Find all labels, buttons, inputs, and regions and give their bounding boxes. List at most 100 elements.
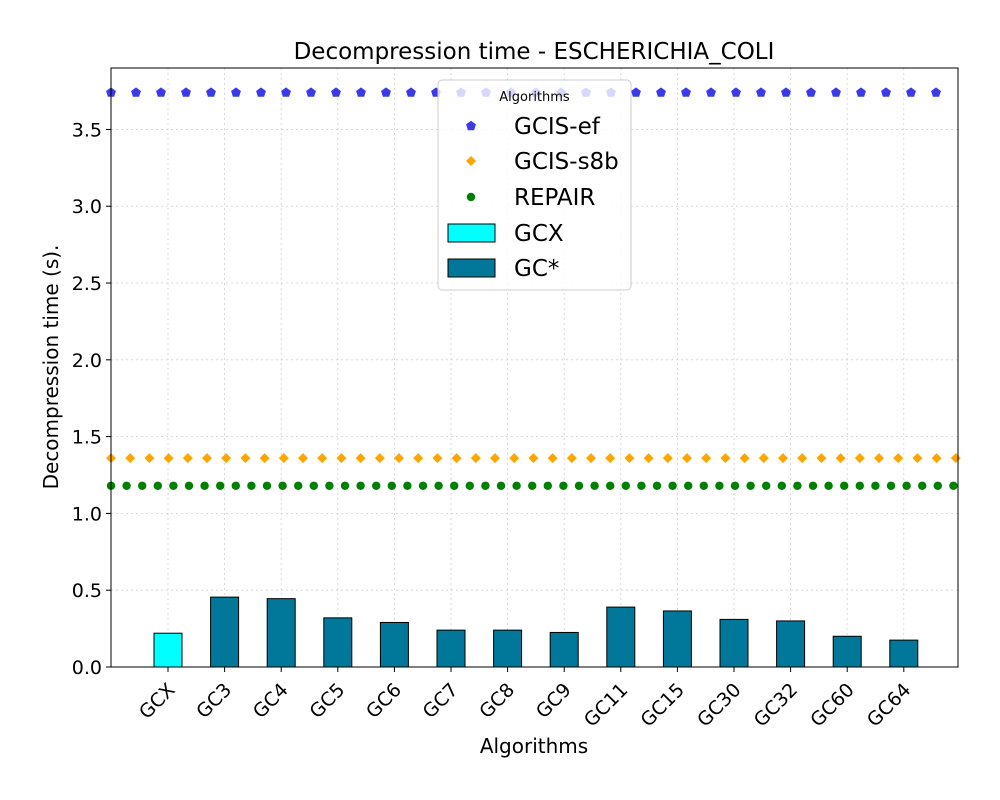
reference-marker — [240, 453, 251, 464]
legend-label: GCIS-ef — [514, 114, 601, 140]
reference-marker — [144, 453, 155, 464]
reference-marker — [881, 87, 891, 97]
reference-marker — [496, 481, 506, 490]
reference-marker — [278, 481, 287, 490]
reference-marker — [325, 481, 334, 490]
legend-label: GC* — [514, 256, 559, 282]
reference-marker — [381, 87, 391, 97]
reference-marker — [470, 453, 481, 464]
x-axis-title: Algorithms — [480, 734, 588, 758]
reference-marker — [434, 481, 443, 490]
legend-label: GCX — [514, 221, 564, 247]
reference-marker — [294, 481, 303, 490]
reference-marker — [559, 481, 568, 490]
reference-marker — [403, 481, 412, 490]
bars — [153, 596, 919, 668]
grid — [111, 68, 958, 668]
y-tick-label: 2.0 — [72, 350, 102, 372]
legend-swatch — [447, 258, 496, 278]
reference-marker — [432, 453, 443, 464]
reference-marker — [256, 87, 266, 97]
reference-marker — [652, 481, 662, 490]
reference-marker — [202, 453, 212, 464]
reference-marker — [450, 481, 459, 490]
reference-marker — [854, 453, 865, 464]
x-axis: GCX GC3 GC4 GC5 GC6 GC7 GC8 GC9 GC11 GC15 GC30 GC32… — [135, 667, 915, 731]
reference-marker — [490, 453, 500, 464]
reference-marker — [806, 87, 816, 97]
reference-marker — [231, 87, 241, 97]
reference-marker — [681, 87, 691, 97]
x-tick-label: GC60 — [806, 679, 858, 731]
reference-marker — [547, 453, 558, 464]
reference-marker — [387, 481, 396, 490]
legend-label: REPAIR — [514, 185, 595, 211]
y-tick-label: 2.5 — [72, 273, 102, 295]
reference-marker — [481, 481, 490, 490]
reference-marker — [643, 453, 654, 464]
x-tick-label: GC15 — [636, 679, 688, 731]
x-tick-label: GC6 — [362, 679, 406, 723]
reference-marker — [758, 453, 769, 464]
reference-marker — [182, 453, 193, 464]
reference-marker — [406, 87, 416, 97]
reference-marker — [259, 453, 270, 464]
x-tick-label: GC4 — [249, 679, 293, 723]
bar-gc6 — [379, 621, 409, 668]
legend-label: GCIS-s8b — [514, 149, 619, 175]
legend-marker — [466, 156, 476, 166]
reference-marker — [340, 481, 350, 490]
reference-marker — [138, 481, 147, 490]
reference-marker — [374, 453, 385, 464]
y-tick-label: 3.5 — [72, 119, 102, 141]
bar-gc4 — [266, 598, 296, 668]
reference-marker — [131, 87, 141, 97]
reference-marker — [662, 453, 673, 464]
reference-marker — [163, 453, 174, 464]
x-tick-label: GC5 — [305, 679, 349, 723]
reference-marker — [231, 481, 240, 490]
reference-marker — [656, 87, 666, 97]
reference-marker — [372, 481, 381, 490]
x-tick-label: GC32 — [750, 679, 802, 731]
reference-marker — [637, 481, 646, 490]
x-tick-label: GC30 — [693, 679, 745, 731]
reference-marker — [931, 87, 941, 97]
reference-marker — [181, 87, 191, 97]
chart-title: Decompression time - ESCHERICHIA_COLI — [294, 39, 775, 65]
reference-marker — [778, 453, 788, 464]
bar-gc8 — [493, 629, 523, 668]
reference-marker — [871, 481, 880, 490]
reference-marker — [306, 87, 316, 97]
reference-marker — [797, 453, 808, 464]
reference-marker — [605, 453, 616, 464]
reference-marker — [902, 481, 911, 490]
reference-marker — [816, 453, 827, 464]
bar-gc15 — [662, 610, 692, 668]
reference-marker — [512, 481, 521, 490]
reference-marker — [394, 453, 404, 464]
reference-marker — [682, 453, 692, 464]
legend: Algorithms GCIS-ef GCIS-s8b REPAIR GCX GC* — [437, 79, 632, 291]
reference-marker — [586, 453, 596, 464]
reference-marker — [509, 453, 520, 464]
reference-marker — [356, 87, 366, 97]
reference-line-repair — [106, 481, 958, 490]
legend-item-gcis-ef: GCIS-ef — [466, 114, 601, 140]
reference-marker — [206, 87, 216, 97]
y-axis-title: Decompression time (s). — [39, 245, 63, 490]
reference-marker — [606, 481, 615, 490]
reference-marker — [684, 481, 693, 490]
x-tick-label: GC64 — [863, 679, 915, 731]
legend-item-repair: REPAIR — [466, 185, 595, 211]
reference-marker — [247, 481, 256, 490]
x-tick-label: GC11 — [580, 679, 632, 731]
reference-marker — [893, 453, 904, 464]
reference-marker — [831, 87, 841, 97]
reference-marker — [631, 87, 641, 97]
reference-marker — [720, 453, 731, 464]
reference-marker — [528, 481, 537, 490]
reference-marker — [762, 481, 771, 490]
reference-marker — [777, 481, 786, 490]
